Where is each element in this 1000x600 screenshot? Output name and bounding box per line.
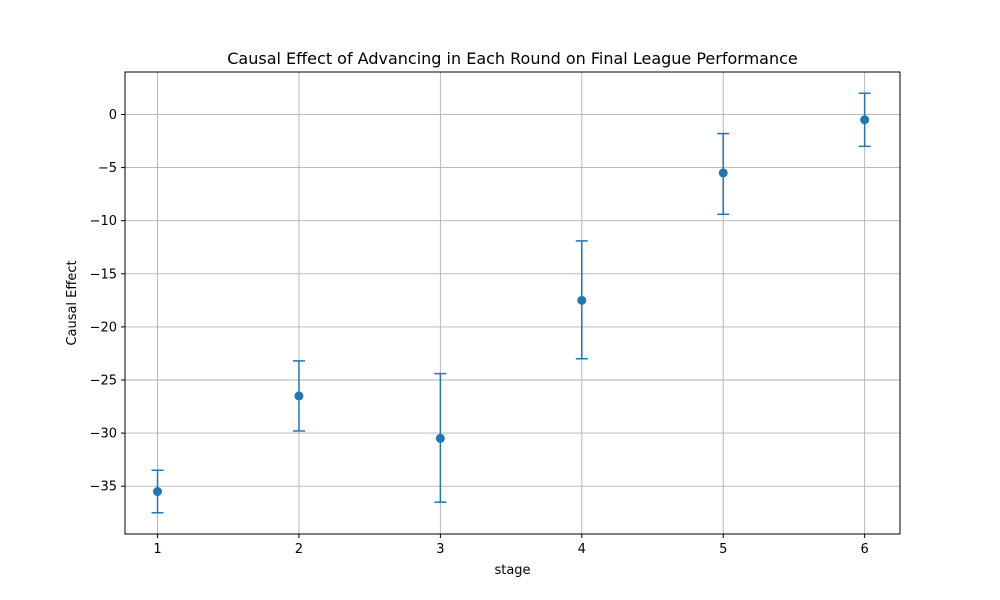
y-tick-label: −15 <box>90 267 117 282</box>
x-axis-ticks: 1 2 3 4 5 6 <box>153 534 869 557</box>
y-tick-label: −20 <box>90 320 117 335</box>
y-tick-label: −35 <box>90 480 117 495</box>
x-tick-label: 1 <box>153 542 161 557</box>
y-tick-label: −5 <box>98 161 117 176</box>
x-tick-label: 5 <box>719 542 727 557</box>
y-tick-label: −30 <box>90 427 117 442</box>
y-axis-ticks: 0 −5 −10 −15 −20 −25 −30 −35 <box>90 108 125 495</box>
chart-title: Causal Effect of Advancing in Each Round… <box>227 49 797 68</box>
x-tick-label: 4 <box>578 542 586 557</box>
plot-frame <box>124 71 901 535</box>
data-point <box>577 295 587 305</box>
y-axis-label: Causal Effect <box>65 260 80 345</box>
data-point <box>718 168 728 178</box>
x-tick-label: 2 <box>295 542 303 557</box>
data-point <box>294 391 304 401</box>
x-tick-label: 6 <box>861 542 869 557</box>
data-points <box>153 115 870 497</box>
x-tick-label: 3 <box>436 542 444 557</box>
data-point <box>435 433 445 443</box>
grid <box>125 72 900 534</box>
y-tick-label: 0 <box>109 108 117 123</box>
data-point <box>860 115 870 125</box>
y-tick-label: −10 <box>90 214 117 229</box>
data-point <box>153 487 163 497</box>
y-tick-label: −25 <box>90 374 117 389</box>
error-bars <box>151 92 871 514</box>
x-axis-label: stage <box>494 563 530 578</box>
